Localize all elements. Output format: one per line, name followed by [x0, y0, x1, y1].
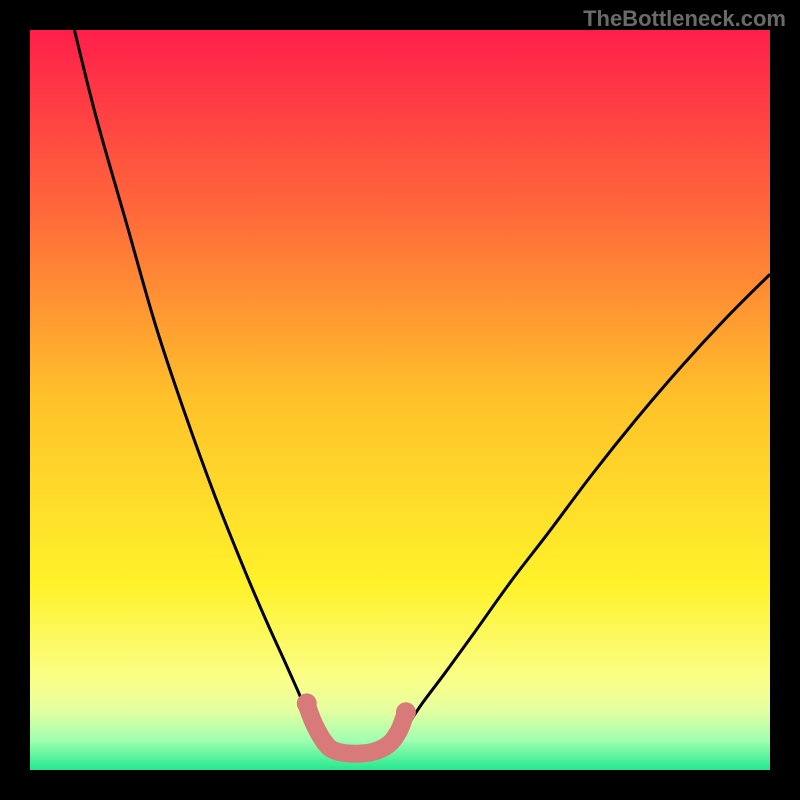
highlight-dot-right	[396, 702, 416, 722]
watermark-text: TheBottleneck.com	[583, 6, 786, 32]
highlight-segment	[308, 707, 405, 754]
chart-plot-area	[30, 30, 770, 770]
bottleneck-curve	[74, 30, 770, 752]
highlight-dot-left	[297, 693, 317, 713]
chart-svg	[30, 30, 770, 770]
